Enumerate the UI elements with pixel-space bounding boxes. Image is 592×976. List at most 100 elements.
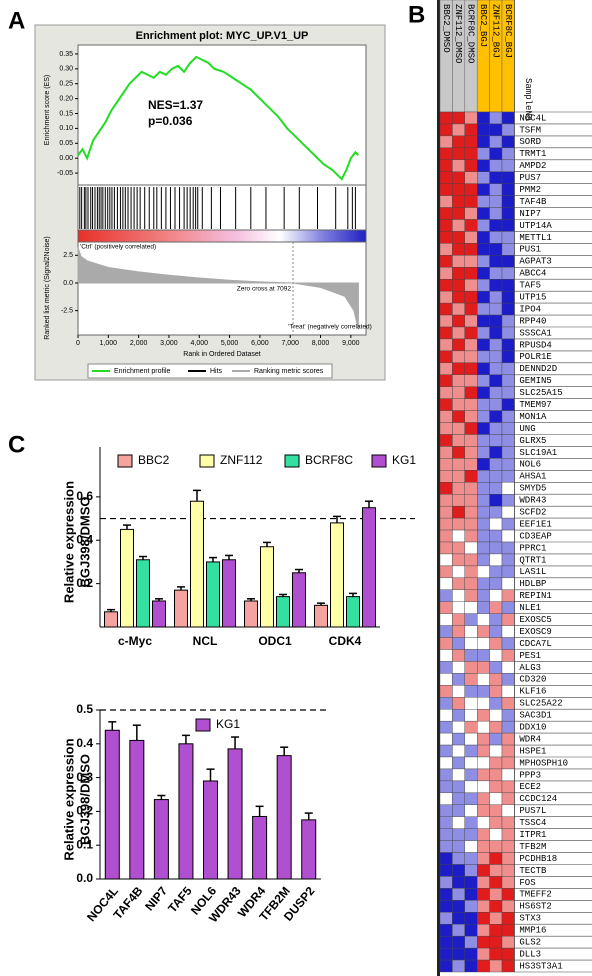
- heatmap-cell: [501, 183, 515, 196]
- heatmap-cell: [489, 111, 503, 125]
- heatmap-cell: [452, 947, 465, 961]
- heatmap-cell: [477, 505, 490, 519]
- heatmap-cell: [452, 123, 465, 137]
- heatmap-cell: [477, 888, 490, 901]
- heatmap-cell: [477, 386, 490, 399]
- heatmap-cell: [439, 756, 453, 770]
- row-label: HSPE1: [519, 746, 546, 756]
- heatmap-cell: [489, 159, 503, 172]
- heatmap-cell: [464, 637, 478, 650]
- heatmap-cell: [477, 111, 490, 125]
- heatmap-cell: [452, 111, 465, 125]
- heatmap-cell: [477, 541, 490, 555]
- y-tick-label: 0.05: [59, 140, 73, 147]
- heatmap-cell: [477, 697, 490, 710]
- bar: [104, 729, 120, 880]
- heatmap-cell: [439, 709, 453, 722]
- heatmap-cell: [464, 720, 478, 734]
- heatmap-cell: [452, 243, 465, 256]
- heatmap-cell: [489, 362, 503, 375]
- heatmap-cell: [489, 219, 503, 232]
- heatmap-cell: [489, 947, 503, 961]
- row-label: EEF1E1: [519, 519, 551, 529]
- heatmap-cell: [501, 780, 515, 794]
- legend-label: Enrichment profile: [114, 368, 171, 375]
- heatmap-cell: [464, 446, 478, 459]
- y-tick-label: 0.35: [59, 51, 73, 58]
- row-label: NOC4L: [519, 113, 546, 123]
- heatmap-cell: [452, 410, 465, 423]
- heatmap-cell: [464, 123, 478, 137]
- heatmap-cell: [501, 422, 515, 435]
- heatmap-cell: [489, 661, 503, 674]
- heatmap-cell: [464, 410, 478, 423]
- legend-box: [87, 363, 333, 379]
- bar: [222, 559, 236, 628]
- heatmap-cell: [464, 792, 478, 805]
- row-label: GEMIN5: [519, 376, 551, 386]
- row-label: SSSCA1: [519, 328, 551, 338]
- heatmap-cell: [439, 744, 453, 758]
- heatmap-cell: [464, 111, 478, 125]
- heatmap-cell: [439, 673, 453, 686]
- heatmap-cell: [489, 828, 503, 841]
- heatmap-cell: [439, 876, 453, 889]
- heatmap-cell: [477, 792, 490, 805]
- heatmap-cell: [501, 326, 515, 340]
- heatmap-cell: [439, 147, 453, 160]
- x-tick-label: 2,000: [130, 340, 148, 347]
- heatmap-cell: [439, 577, 453, 590]
- x-tick-label: c-Myc: [118, 634, 152, 648]
- y-tick-label: -0.05: [57, 170, 73, 177]
- heatmap-cell: [452, 470, 465, 483]
- heatmap-cell: [452, 709, 465, 722]
- row-label: ECE2: [519, 782, 541, 792]
- heatmap-cell: [501, 470, 515, 483]
- heatmap-cell: [452, 649, 465, 662]
- y-tick-label: 0.2: [76, 576, 93, 590]
- heatmap-cell: [464, 529, 478, 543]
- heatmap-cell: [489, 243, 503, 256]
- bar: [120, 528, 134, 628]
- heatmap-cell: [464, 517, 478, 531]
- row-label: TRMT1: [519, 149, 546, 159]
- heatmap-cell: [477, 159, 490, 172]
- heatmap-cell: [452, 219, 465, 232]
- heatmap-cell: [477, 470, 490, 483]
- heatmap-cell: [439, 458, 453, 471]
- row-label: PPP3: [519, 770, 541, 780]
- y-tick-label: 0.10: [59, 125, 73, 132]
- heatmap-cell: [489, 900, 503, 913]
- heatmap-cell: [464, 553, 478, 567]
- heatmap-cell: [501, 804, 515, 817]
- heatmap-cell: [477, 601, 490, 614]
- x-tick-label: 9,000: [342, 340, 360, 347]
- heatmap-cell: [464, 243, 478, 256]
- row-label: NOL6: [519, 460, 541, 470]
- heatmap-cell: [464, 458, 478, 471]
- rank-color-bar: [77, 229, 367, 243]
- heatmap-cell: [439, 888, 453, 901]
- heatmap-cell: [489, 924, 503, 937]
- row-label: PUS7: [519, 173, 541, 183]
- y-axis-label: BGJ398/DMSO: [77, 754, 92, 845]
- heatmap-cell: [464, 147, 478, 160]
- bar: [129, 739, 145, 880]
- heatmap-cell: [489, 565, 503, 579]
- heatmap-cell: [452, 924, 465, 937]
- heatmap-cell: [501, 840, 515, 853]
- legend-label: BBC2: [138, 453, 170, 467]
- y-tick-label: 0.6: [76, 489, 93, 503]
- x-tick-label: 5,000: [221, 340, 239, 347]
- heatmap-cell: [464, 159, 478, 172]
- heatmap-cell: [439, 864, 453, 877]
- heatmap-cell: [477, 780, 490, 794]
- heatmap-cell: [501, 732, 515, 746]
- heatmap-cell: [464, 780, 478, 794]
- heatmap-cell: [452, 637, 465, 650]
- heatmap-cell: [501, 685, 515, 698]
- heatmap-cell: [489, 529, 503, 543]
- heatmap-cell: [464, 912, 478, 925]
- heatmap-cell: [501, 290, 515, 304]
- heatmap-cell: [501, 816, 515, 829]
